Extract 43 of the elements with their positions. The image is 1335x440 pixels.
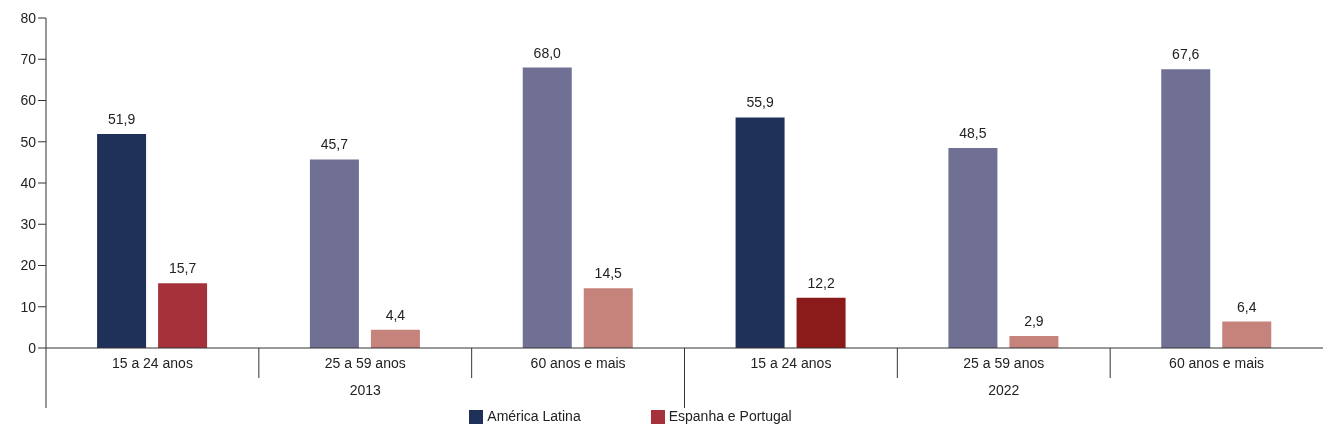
bar [1009,336,1059,348]
x-tick-label: 15 a 24 anos [750,355,832,371]
data-label: 4,4 [385,306,406,323]
y-tick-label: 70 [20,51,37,68]
data-label: 68,0 [533,44,562,61]
bar [158,283,208,348]
x-tick-label: 60 anos e mais [1169,355,1265,371]
bar [309,159,359,348]
y-tick-label: 10 [20,298,37,315]
bar [1161,69,1211,348]
data-label: 48,5 [959,124,987,141]
y-tick-label: 50 [20,133,37,150]
x-tick-label: 25 a 59 anos [324,355,406,371]
legend-label: Espanha e Portugal [668,408,792,424]
data-label: 2,9 [1024,313,1044,330]
x-tick-label: 60 anos e mais [530,355,626,371]
data-label: 51,9 [107,110,136,127]
data-label: 14,5 [594,265,623,282]
bar [583,288,633,348]
y-tick-label: 20 [20,257,37,274]
y-tick-label: 30 [20,216,37,233]
x-tick-label: 15 a 24 anos [111,355,193,371]
data-label: 15,7 [168,260,197,277]
y-tick-label: 40 [20,174,37,191]
data-label: 12,2 [807,274,835,291]
bar [735,117,785,348]
text: 2013 [348,382,382,398]
y-tick-label: 60 [20,92,37,109]
data-label: 67,6 [1172,46,1200,63]
data-label: 45,7 [320,136,349,153]
bar [370,329,420,348]
text: 2022 [987,382,1021,398]
bar [1222,321,1272,348]
data-label: 6,4 [1237,298,1257,315]
bar [948,147,998,348]
bar [97,133,147,348]
x-tick-label: 25 a 59 anos [963,355,1045,371]
bar [522,67,572,348]
data-label: 55,9 [746,94,774,111]
y-tick-label: 80 [20,9,37,26]
bar [796,297,846,348]
legend-label: América Latina [487,408,581,424]
y-tick-label: 0 [28,339,37,356]
